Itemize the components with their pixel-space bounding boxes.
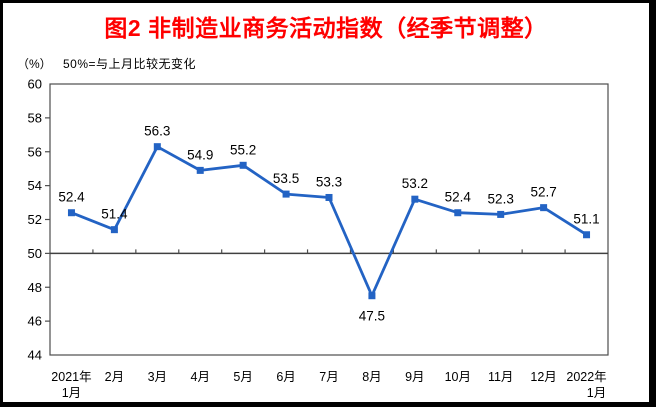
data-point	[196, 166, 204, 174]
data-point	[282, 190, 290, 198]
data-point	[540, 204, 548, 212]
y-axis-tick-label: 50	[28, 246, 42, 261]
data-point-label: 53.3	[316, 174, 342, 189]
data-point-label: 47.5	[359, 309, 385, 324]
y-axis-unit-label: （%）	[17, 57, 52, 71]
y-axis-tick-label: 60	[28, 78, 42, 92]
data-point-label: 54.9	[187, 147, 213, 162]
data-point-label: 52.7	[530, 185, 556, 200]
data-point	[454, 209, 462, 217]
data-point-label: 51.4	[101, 207, 128, 222]
y-axis-tick-label: 48	[28, 280, 42, 295]
line-chart-canvas: 60 58 56 54 52 50 48 46 44 52.4 51.4 56.3 54.9 55.2 53…	[28, 78, 609, 400]
y-axis-tick-label: 58	[28, 110, 42, 125]
plot-area-border	[49, 83, 609, 356]
data-point-label: 52.4	[58, 190, 85, 205]
y-axis-tick-label: 46	[28, 314, 42, 329]
x-axis-label: 10月	[445, 370, 471, 384]
series-line	[70, 145, 588, 298]
x-axis-label: 5月	[233, 370, 252, 384]
data-point	[497, 210, 505, 218]
data-point	[110, 226, 118, 234]
data-point	[583, 231, 591, 239]
chart-title: 图2 非制造业商务活动指数（经季节调整）	[104, 15, 548, 41]
data-point	[411, 195, 419, 203]
data-point-label: 53.5	[273, 171, 299, 186]
data-point-label: 52.4	[445, 190, 472, 205]
x-axis-label: 12月	[530, 370, 556, 384]
data-point	[325, 193, 333, 201]
data-point	[368, 292, 376, 300]
data-point-label: 52.3	[488, 191, 514, 206]
data-point	[67, 209, 75, 217]
x-axis-label: 7月	[319, 370, 338, 384]
x-axis-label: 6月	[276, 370, 295, 384]
data-point	[239, 161, 247, 169]
x-axis-label: 2021年	[51, 370, 91, 384]
x-axis-label: 1月	[587, 386, 606, 400]
x-axis-label: 2022年	[566, 370, 606, 384]
x-axis-label: 2月	[105, 370, 124, 384]
x-axis-label: 3月	[148, 370, 167, 384]
data-point-label: 53.2	[402, 176, 428, 191]
x-axis-label: 11月	[488, 370, 513, 384]
y-axis-tick-label: 56	[28, 144, 42, 159]
data-point-label: 56.3	[144, 124, 170, 139]
data-point	[153, 143, 161, 151]
x-axis-label: 9月	[405, 370, 424, 384]
data-point-label: 55.2	[230, 142, 256, 157]
y-axis-tick-label: 52	[28, 212, 42, 227]
y-axis-tick-label: 44	[28, 348, 42, 363]
x-axis-label: 1月	[62, 386, 81, 400]
data-point-label: 51.1	[573, 212, 599, 227]
y-axis-tick-label: 54	[28, 178, 42, 193]
reference-note: 50%=与上月比较无变化	[63, 57, 197, 71]
x-axis-label: 8月	[362, 370, 381, 384]
x-axis-label: 4月	[191, 370, 210, 384]
